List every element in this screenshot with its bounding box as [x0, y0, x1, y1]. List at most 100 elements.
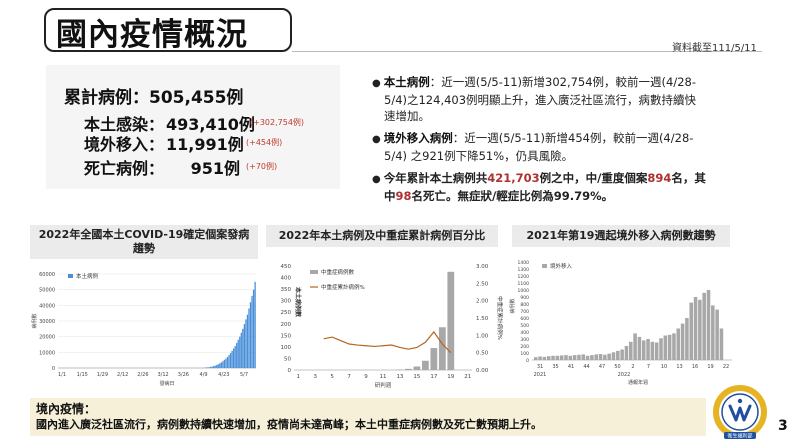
- chart1-bar: [219, 363, 221, 368]
- chart1-xtick-label: 2/12: [117, 372, 128, 378]
- chart2-bar: [413, 366, 421, 370]
- chart3-ytick-label: 1100: [518, 281, 530, 287]
- page-title: 國內疫情概況: [56, 17, 248, 53]
- chart3-bar: [663, 335, 668, 360]
- chart1-bar: [232, 348, 235, 368]
- chart1-ytick-label: 60000: [39, 272, 55, 278]
- bullet-dot-icon: ●: [372, 174, 381, 185]
- chart1-bar: [229, 353, 232, 368]
- death-delta: (+70例): [246, 162, 278, 171]
- chart3-ytick-label: 700: [520, 309, 529, 315]
- chart1-bar: [248, 308, 250, 368]
- chart1-bar: [220, 362, 223, 368]
- chart3-bar: [551, 355, 555, 360]
- chart3-xtick-label: 22: [723, 364, 729, 370]
- footer-text: 國內進入廣泛社區流行，病例數持續快速增加，疫情尚未達高峰；本土中重症病例數及死亡…: [36, 418, 542, 431]
- bullet-dot-icon: ●: [372, 134, 381, 145]
- chart3-ytick-label: 0: [526, 358, 529, 364]
- local-label: 本土感染：: [84, 115, 165, 134]
- chart2-xtick-label: 5: [330, 374, 334, 380]
- death-label: 死亡病例：: [84, 159, 165, 178]
- chart1-xtick-label: 2/26: [137, 372, 148, 378]
- chart1-epicurve: 0 10000 20000 30000 40000 50000 60000 1/1 1/15 1/…: [30, 262, 260, 390]
- chart3-bar: [715, 309, 719, 360]
- chart2-bar: [405, 368, 412, 370]
- total-cases: 累計病例：505,455例: [64, 88, 244, 108]
- chart3-ytick-label: 900: [520, 295, 529, 301]
- chart2-ytick-left: 50: [284, 356, 291, 362]
- chart2-ytick-left: 450: [281, 264, 292, 270]
- chart3-bar: [616, 350, 620, 360]
- chart1-bar: [208, 367, 210, 368]
- chart3-bar: [633, 333, 637, 360]
- chart3-bar: [637, 336, 642, 360]
- chart2-xtick-label: 7: [347, 374, 351, 380]
- chart3-bar: [698, 299, 702, 360]
- chart1-bar: [245, 319, 247, 368]
- title-frame: [44, 8, 292, 52]
- chart1-xlabel: 發病日: [159, 380, 174, 387]
- chart2-ylabel-left: 本土病例數: [294, 287, 302, 317]
- chart3-bar: [702, 292, 706, 360]
- chart3-bar: [624, 346, 629, 360]
- page-number: 3: [778, 418, 788, 434]
- chart1-bar: [226, 357, 229, 368]
- chart3-ytick-label: 1200: [518, 274, 530, 280]
- chart2-ytick-right: 0.00: [476, 368, 489, 374]
- chart3-bar: [572, 355, 577, 360]
- chart3-bar: [646, 339, 650, 360]
- chart1-bar: [236, 342, 238, 368]
- chart3-bar: [534, 357, 538, 360]
- chart2-xtick-label: 15: [413, 374, 420, 380]
- chart1-bar: [254, 281, 256, 368]
- chart1-bar: [251, 295, 253, 368]
- chart3-bar: [611, 352, 616, 360]
- chart3-xtick-label: 19: [707, 364, 713, 370]
- chart3-bar: [581, 354, 586, 360]
- chart3-bar: [650, 341, 655, 360]
- seal-label: 衛生福利部: [727, 433, 752, 440]
- chart1-bar: [231, 350, 233, 368]
- chart3-xtick-label: 44: [583, 364, 589, 370]
- local-value: 493,410例: [166, 115, 255, 134]
- chart3-bar: [585, 355, 590, 360]
- imported-delta: (+454例): [246, 138, 283, 147]
- chart1-bar: [246, 314, 249, 368]
- summary-cases-number: 421,703: [487, 171, 540, 185]
- chart1-legend-swatch: [68, 274, 73, 278]
- chart1-bar: [217, 364, 219, 368]
- chart1-bar: [249, 302, 252, 368]
- chart3-title: 2021年第19週起境外移入病例數趨勢: [512, 225, 730, 247]
- summary-part4: 中: [384, 189, 396, 203]
- chart3-xtick-label: 47: [599, 364, 605, 370]
- chart3-year-label: 2021: [534, 372, 547, 378]
- chart2-ytick-left: 400: [281, 276, 292, 282]
- chart2-ytick-right: 1.50: [476, 316, 489, 322]
- chart2-xtick-label: 13: [396, 374, 403, 380]
- chart1-xtick-label: 3/12: [157, 372, 168, 378]
- chart2-ytick-left: 0: [288, 368, 292, 374]
- bullet-local-line1: ：近一週(5/5-11)新增302,754例，較前一週(4/28-: [429, 75, 697, 89]
- summary-part2: 例之中，中/重度個案: [539, 171, 648, 185]
- chart1-ytick-label: 10000: [39, 350, 55, 356]
- chart2-ytick-left: 350: [281, 287, 292, 293]
- chart1-xtick-label: 5/7: [240, 372, 248, 378]
- chart3-xlabel: 通報年週: [628, 379, 648, 386]
- chart1-bar: [206, 367, 209, 368]
- chart3-bar: [629, 341, 633, 360]
- chart3-bar: [676, 328, 681, 360]
- chart3-ytick-label: 800: [520, 302, 529, 308]
- chart2-ytick-left: 200: [281, 322, 292, 328]
- chart3-ytick-label: 1300: [518, 267, 530, 273]
- chart3-legend-label: 境外移入: [550, 262, 573, 270]
- chart3-bar: [706, 290, 711, 360]
- chart2-severe: 0 50 100 150 200 250 300 350 400 450 0.00 0.50 1.00 1…: [266, 258, 506, 390]
- chart2-ytick-left: 250: [281, 310, 292, 316]
- chart1-title-line2: 趨勢: [133, 242, 155, 255]
- bullet-summary: ● 今年累計本土病例共421,703例之中，中/重度個案894名，其 中98名死亡…: [372, 170, 764, 204]
- bullet-imported: ● 境外移入病例：近一週(5/5-11)新增454例，較前一週(4/28- 5/4…: [372, 130, 764, 164]
- chart3-xtick-label: 13: [676, 364, 682, 370]
- chart3-ytick-label: 400: [520, 330, 529, 336]
- chart2-legend-bar-swatch: [310, 270, 318, 274]
- chart2-ytick-left: 300: [281, 299, 292, 305]
